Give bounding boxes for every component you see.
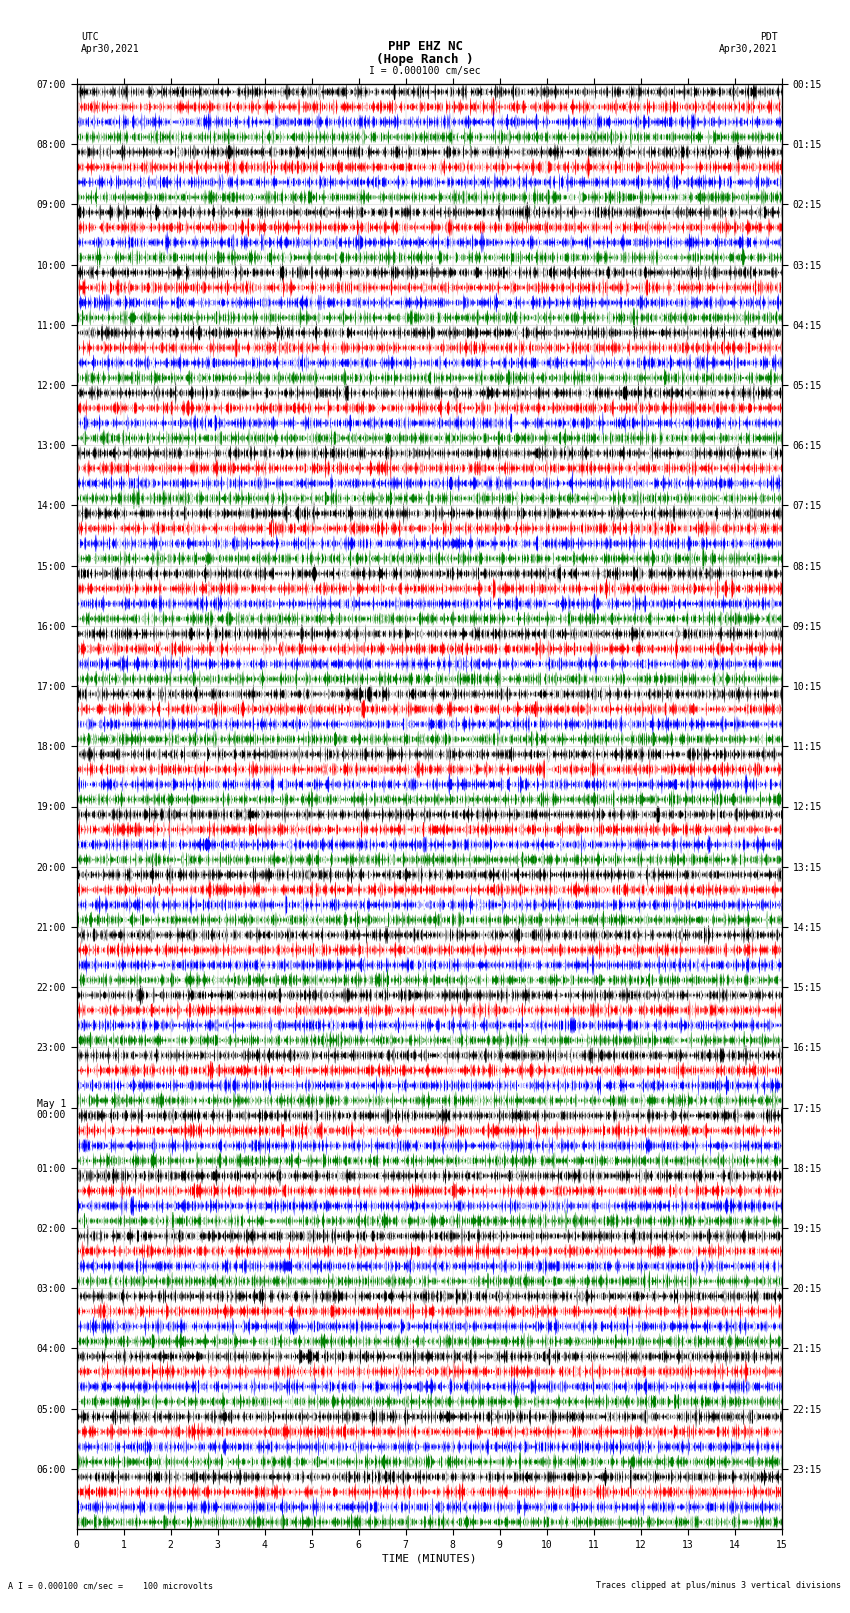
Text: (Hope Ranch ): (Hope Ranch ) <box>377 53 473 66</box>
Text: Traces clipped at plus/minus 3 vertical divisions: Traces clipped at plus/minus 3 vertical … <box>597 1581 842 1590</box>
Text: PHP EHZ NC: PHP EHZ NC <box>388 40 462 53</box>
Text: PDT
Apr30,2021: PDT Apr30,2021 <box>719 32 778 53</box>
X-axis label: TIME (MINUTES): TIME (MINUTES) <box>382 1553 477 1563</box>
Text: UTC
Apr30,2021: UTC Apr30,2021 <box>81 32 139 53</box>
Text: A I = 0.000100 cm/sec =    100 microvolts: A I = 0.000100 cm/sec = 100 microvolts <box>8 1581 213 1590</box>
Text: I = 0.000100 cm/sec: I = 0.000100 cm/sec <box>369 66 481 76</box>
